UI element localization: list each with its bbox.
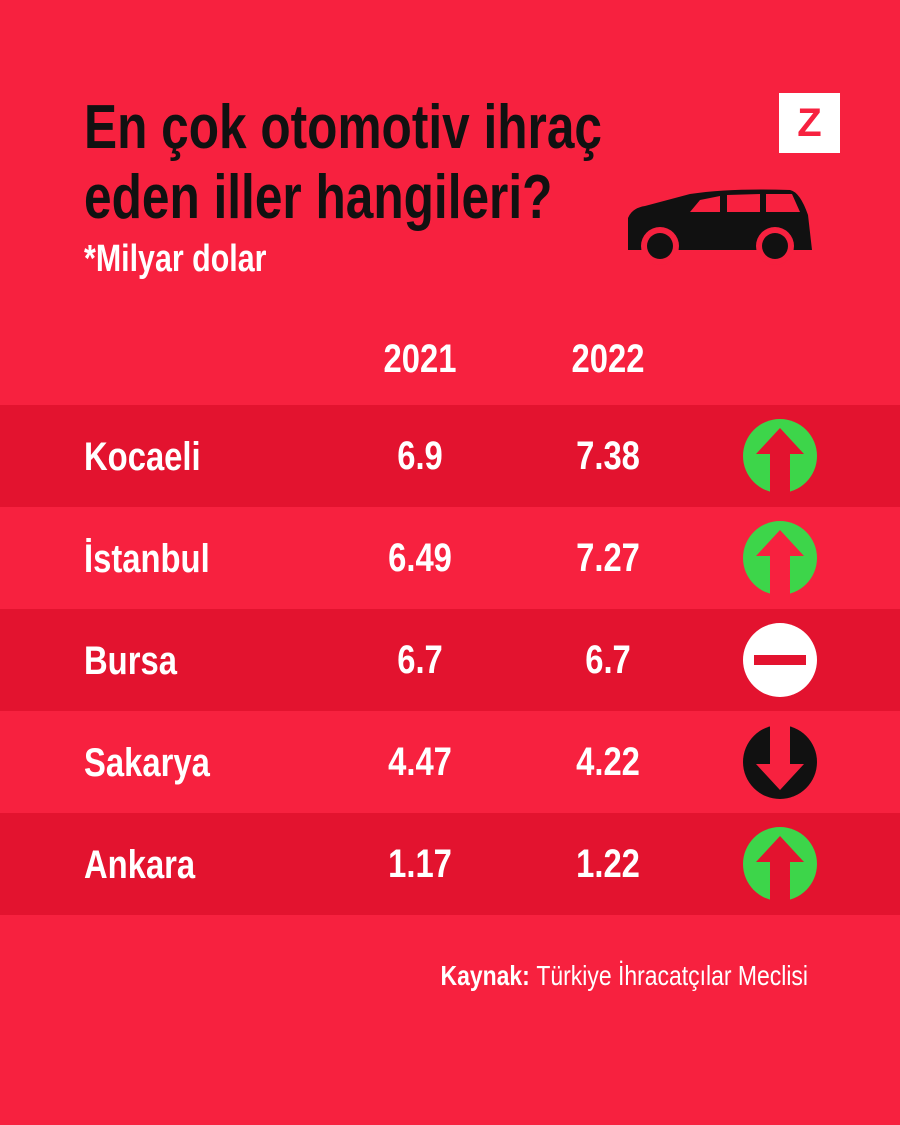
trend-arrow — [756, 428, 804, 493]
trend-icon — [743, 623, 817, 697]
column-header: 2021 — [384, 336, 457, 381]
title-line: En çok otomotiv ihraç — [84, 92, 602, 162]
title-line: eden iller hangileri? — [84, 162, 552, 232]
trend-icon — [743, 419, 817, 493]
cell-value: 6.7 — [585, 637, 631, 682]
table: 2021 2022 Kocaeli 6.9 7.38 İstanbul 6.49 7.27 Bu… — [0, 336, 900, 915]
cell-value: 4.22 — [576, 739, 640, 784]
cell-value: 4.47 — [388, 739, 452, 784]
source-label: Kaynak: — [440, 961, 529, 992]
cell-value: 7.27 — [576, 535, 640, 580]
cell-value: 7.38 — [576, 433, 640, 478]
subtitle: *Milyar dolar — [84, 238, 266, 280]
logo: Z — [797, 101, 821, 145]
cell-value: 1.22 — [576, 841, 640, 886]
header: En çok otomotiv ihraç eden iller hangile… — [84, 92, 602, 280]
cell-value: 1.17 — [388, 841, 452, 886]
row-name: İstanbul — [84, 536, 210, 581]
cell-value: 6.9 — [397, 433, 443, 478]
cell-value: 6.49 — [388, 535, 452, 580]
column-header: 2022 — [572, 336, 645, 381]
logo-box — [779, 93, 840, 153]
trend-bar — [754, 655, 806, 665]
trend-icon — [743, 521, 817, 595]
source: Türkiye İhracatçılar Meclisi Kaynak: — [440, 960, 808, 992]
row-name: Ankara — [84, 842, 196, 887]
source-text: Türkiye İhracatçılar Meclisi — [536, 960, 808, 992]
trend-icon — [743, 827, 817, 901]
trend-icon — [743, 725, 817, 799]
row-name: Sakarya — [84, 740, 210, 785]
trend-arrow — [756, 725, 804, 790]
row-name: Bursa — [84, 638, 178, 683]
cell-value: 6.7 — [397, 637, 443, 682]
trend-arrow — [756, 530, 804, 595]
trend-arrow — [756, 836, 804, 901]
car-icon — [628, 189, 812, 265]
row-name: Kocaeli — [84, 434, 201, 479]
